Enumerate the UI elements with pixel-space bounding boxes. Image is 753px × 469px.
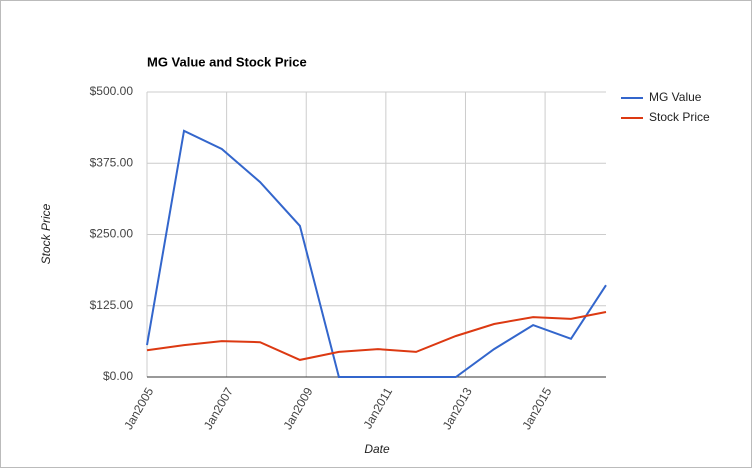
y-tick-label: $125.00 (90, 298, 134, 312)
y-tick-label: $250.00 (90, 227, 134, 241)
legend-label: MG Value (649, 90, 702, 104)
line-series (146, 129, 607, 378)
line-series (146, 311, 607, 361)
y-tick-label: $0.00 (103, 369, 133, 383)
chart-title: MG Value and Stock Price (147, 54, 307, 69)
x-axis-title: Date (364, 442, 390, 456)
y-tick-label: $375.00 (90, 155, 134, 169)
legend-label: Stock Price (649, 110, 710, 124)
y-tick-label: $500.00 (90, 84, 134, 98)
y-axis-title: Stock Price (39, 203, 53, 264)
